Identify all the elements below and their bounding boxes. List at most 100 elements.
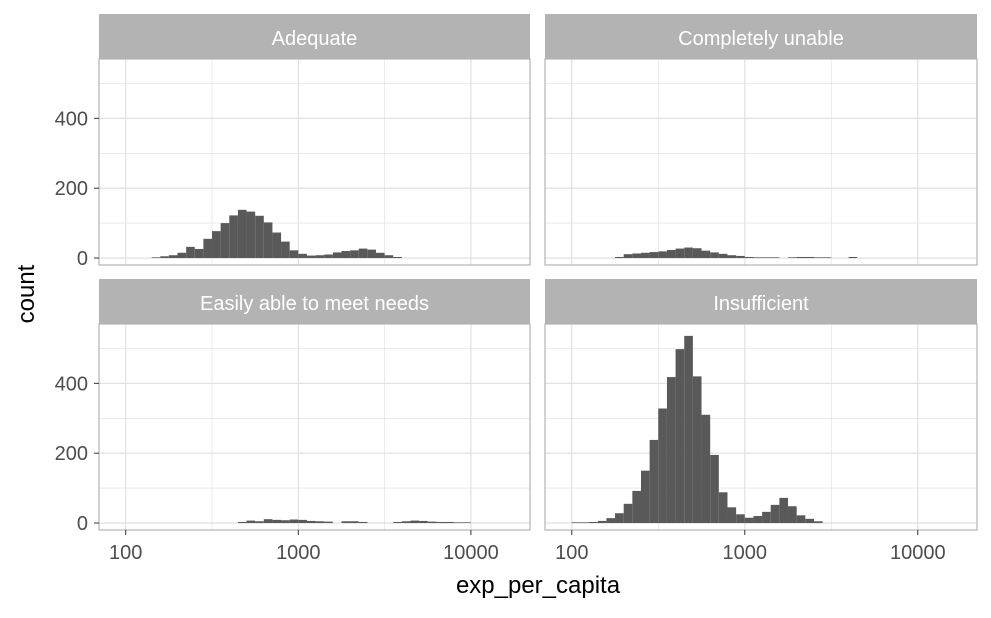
histogram-bar [770,257,780,259]
histogram-bar [401,521,411,524]
histogram-bar [813,257,823,259]
histogram-bar [710,252,719,259]
histogram-bar [744,256,754,259]
histogram-bar [744,517,754,524]
histogram-bars [237,519,471,524]
histogram-bar [623,503,633,524]
histogram-bar [736,255,745,259]
facet-strip [99,14,530,59]
histogram-bar [796,515,806,524]
histogram-bar [272,232,282,259]
histogram-bar [177,252,187,259]
gridlines [99,59,530,265]
histogram-bar [246,520,256,524]
histogram-bar [753,516,763,524]
histogram-bar [289,519,299,524]
y-axis-title: count [13,264,40,323]
x-tick-label: 10000 [890,542,946,564]
histogram-bar [762,511,771,524]
histogram-bar [324,521,333,524]
facet-strip [99,279,530,324]
histogram-bar [727,507,737,524]
histogram-bar [788,506,797,524]
histogram-bar [298,519,307,524]
histogram-bar [589,521,598,524]
histogram-bar [427,521,437,524]
x-tick-label: 100 [555,542,588,564]
facet-panel: Adequate 0 200 400 [55,14,531,270]
histogram-bar [220,223,230,259]
histogram-bar [306,520,316,524]
histogram-bar [384,255,394,259]
facet-panel: Insufficient 100 1000 10000 [544,279,978,564]
histogram-bar [615,256,624,259]
histogram-bar [623,254,633,259]
histogram-bar [298,253,307,259]
histogram-bar [770,504,780,524]
histogram-bar [805,518,814,524]
facet-panel: Easily able to meet needs 0 200 400 100 1000 1… [55,279,531,564]
histogram-bar [306,255,316,259]
x-tick-label: 10000 [443,542,499,564]
histogram-bar [632,490,641,524]
histogram-bar [212,231,221,259]
histogram-bar [779,497,789,524]
histogram-bar [606,518,616,524]
histogram-bar [658,408,667,524]
histogram-bar [462,522,471,524]
histogram-bars [571,335,823,524]
panel-border [98,58,531,266]
histogram-bars [615,247,858,259]
gridlines [545,59,977,265]
histogram-bar [640,252,650,259]
histogram-bar [410,520,420,524]
panel-border [98,323,531,531]
histogram-bar [367,249,376,259]
histogram-bar [753,257,763,259]
histogram-bar [649,252,659,259]
histogram-bar [315,521,325,524]
histogram-bar [822,257,832,259]
histogram-bar [375,252,385,259]
facet-strip [545,279,977,324]
histogram-bar [666,249,676,259]
facet-strip [545,14,977,59]
histogram-bar [341,521,351,524]
histogram-bar [640,470,650,524]
histogram-bar [796,256,806,259]
histogram-bar [263,519,273,524]
facet-strip-label: Easily able to meet needs [200,293,429,315]
histogram-bar [813,521,823,524]
y-tick-label: 0 [77,513,88,535]
histogram-bar [194,248,204,259]
x-axis-title: exp_per_capita [456,572,621,599]
histogram-bar [186,246,195,259]
histogram-bar [762,257,771,259]
histogram-bar [393,256,402,259]
histogram-bar [332,252,342,259]
gridlines [545,324,977,530]
histogram-bar [675,248,685,259]
histogram-bar [658,251,667,259]
histogram-bar [151,257,161,259]
histogram-bar [358,521,368,524]
histogram-bar [632,253,641,259]
histogram-bar [393,521,402,524]
histogram-bar [692,248,702,259]
histogram-bar [788,257,797,259]
histogram-bar [675,349,685,524]
histogram-bar [263,222,273,259]
histogram-bar [718,492,728,524]
x-tick-label: 1000 [276,542,321,564]
x-tick-label: 100 [109,542,142,564]
facet-strip-label: Insufficient [713,293,809,315]
histogram-bar [358,248,368,259]
histogram-bar [848,256,858,259]
histogram-bar [736,514,745,524]
histogram-bar [684,335,693,524]
y-tick-label: 400 [55,373,88,395]
histogram-bar [289,250,299,259]
y-tick-label: 200 [55,443,88,465]
facet-panel: Completely unable [544,14,978,266]
